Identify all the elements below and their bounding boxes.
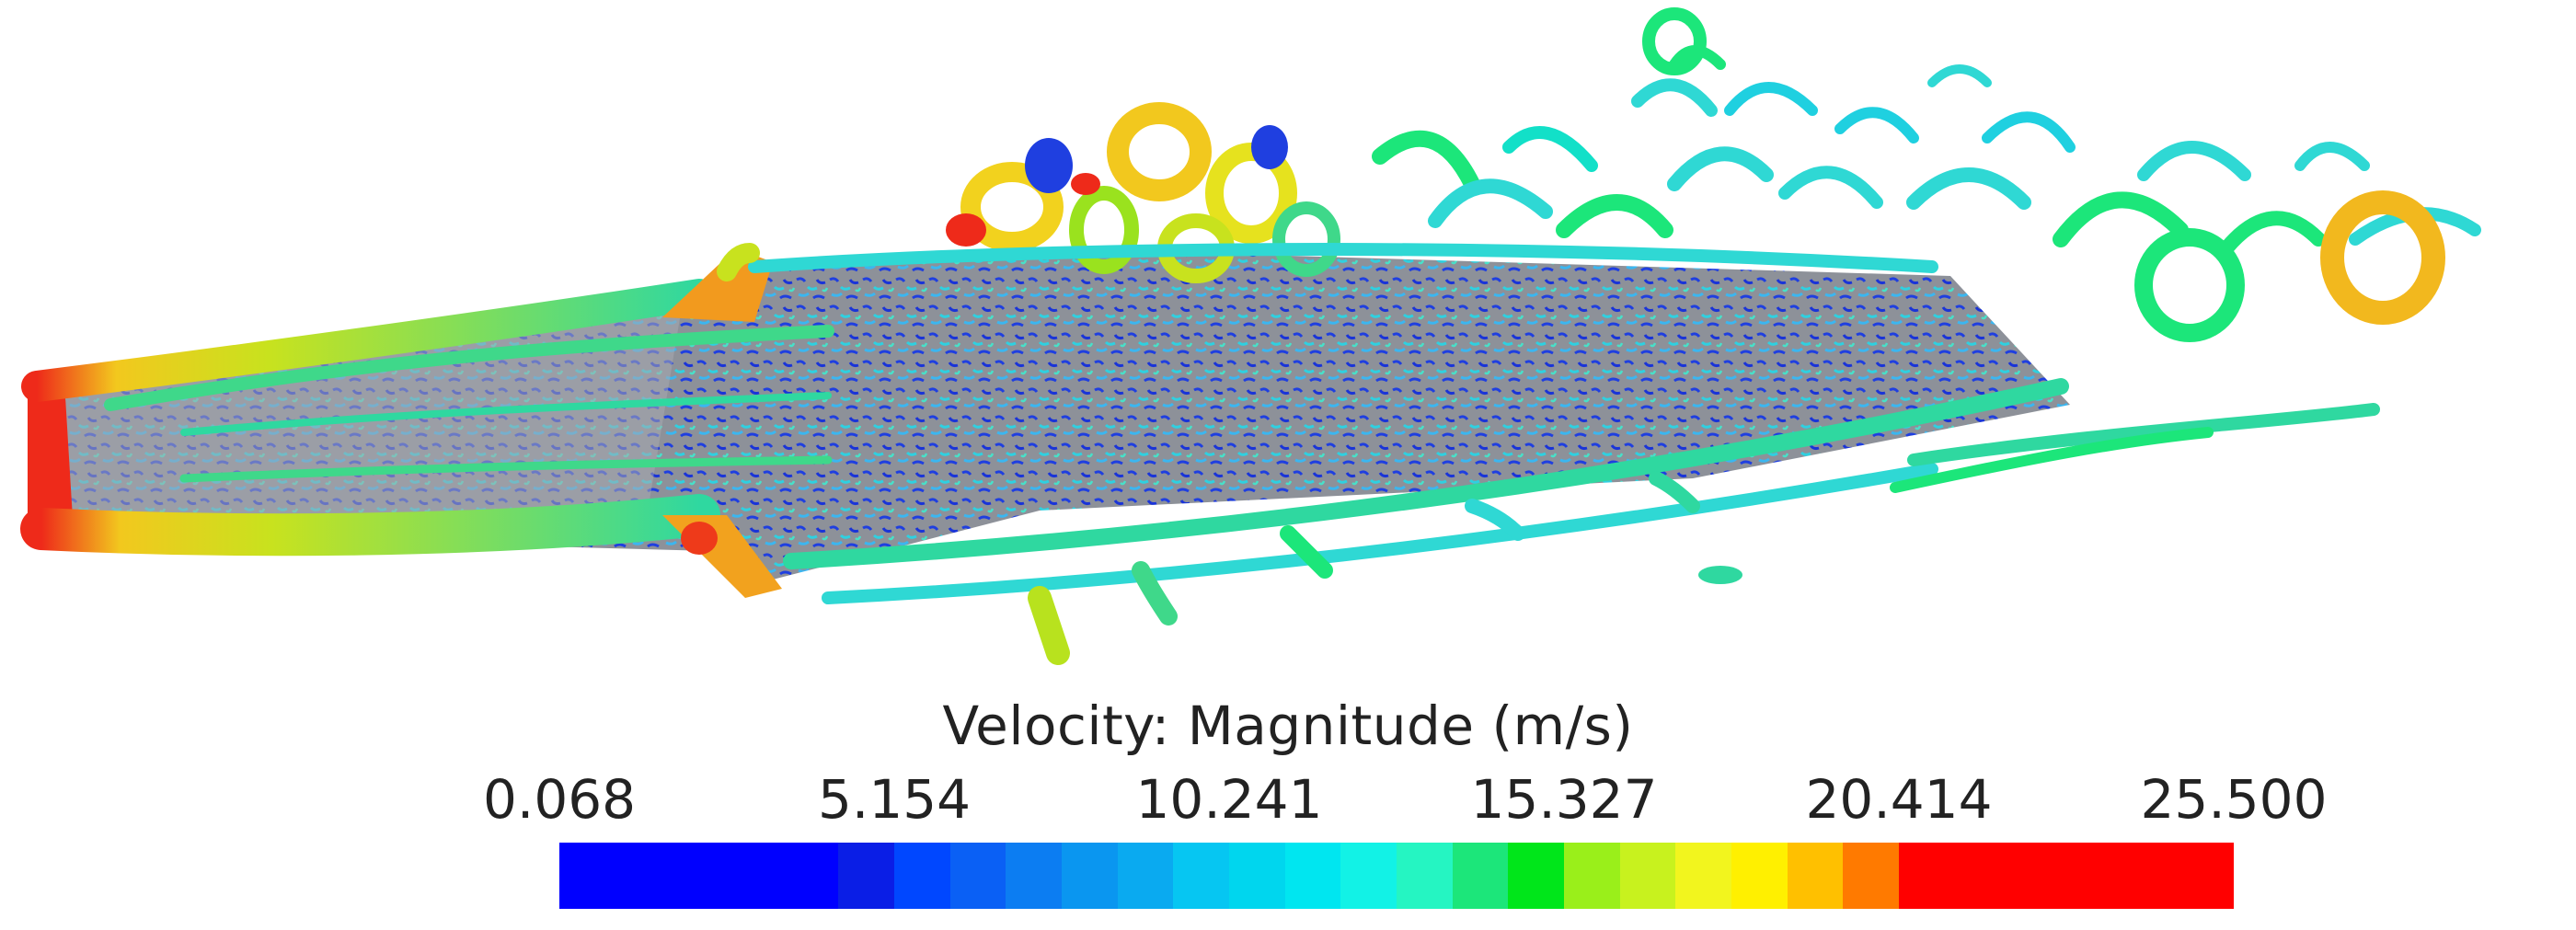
port-streak-1: [104, 325, 834, 411]
colorbar-segment: [949, 843, 1006, 909]
colorbar-segment: [2178, 843, 2235, 909]
colorbar-segment: [1452, 843, 1509, 909]
port-sponson: [662, 248, 773, 322]
colorbar-segment: [1564, 843, 1620, 909]
colorbar-segment: [838, 843, 895, 909]
colorbar-segment: [1284, 843, 1341, 909]
colorbar-tick: 0.068: [482, 768, 637, 831]
colorbar-segment: [2066, 843, 2122, 909]
colorbar: [559, 843, 2235, 909]
colorbar-segment: [2010, 843, 2067, 909]
colorbar-tick: 5.154: [817, 768, 972, 831]
colorbar-tick: 15.327: [1470, 768, 1658, 831]
colorbar-segment: [727, 843, 783, 909]
colorbar-segment: [782, 843, 839, 909]
colorbar-segment: [1619, 843, 1676, 909]
port-streak-3: [179, 455, 833, 483]
colorbar-segment: [1675, 843, 1732, 909]
colorbar-segment: [1117, 843, 1174, 909]
colorbar-segment: [1062, 843, 1118, 909]
bow-lower-vortex: [20, 494, 720, 557]
port-edge-vortex: [748, 243, 1938, 273]
sponson-hotspot: [681, 522, 718, 555]
colorbar-tick: 25.500: [2140, 768, 2328, 831]
wake-vortices: [1372, 45, 2481, 256]
wake-ring-2: [1642, 7, 1707, 75]
colorbar-segment: [1787, 843, 1844, 909]
stern-vortex-ring: [2320, 190, 2445, 325]
colorbar-segment: [1006, 843, 1063, 909]
starboard-vortices: [783, 378, 2380, 665]
colorbar-title: Velocity: Magnitude (m/s): [942, 695, 1634, 757]
bow-ramp-tube: [717, 243, 760, 281]
colorbar-segment: [1229, 843, 1285, 909]
colorbar-segment: [1173, 843, 1230, 909]
colorbar-segment: [1340, 843, 1397, 909]
colorbar-segment: [1899, 843, 1955, 909]
colorbar-segment: [1843, 843, 1900, 909]
flow-visualization: [20, 7, 2481, 665]
colorbar-segment: [671, 843, 728, 909]
colorbar-segment: [2122, 843, 2179, 909]
bow-edge: [28, 382, 74, 534]
colorbar-segment: [894, 843, 950, 909]
colorbar-segment: [1954, 843, 2011, 909]
colorbar-tick: 20.414: [1805, 768, 1993, 831]
colorbar-segment: [559, 843, 615, 909]
colorbar-segment: [1508, 843, 1565, 909]
bow-upper-vortex: [21, 279, 715, 402]
colorbar-segment: [615, 843, 672, 909]
colorbar-segment: [1397, 843, 1453, 909]
colorbar-segment: [1731, 843, 1788, 909]
small-blob: [1698, 566, 1742, 584]
colorbar-tick: 10.241: [1135, 768, 1323, 831]
port-streak-2: [180, 392, 832, 436]
wake-ring-1: [2134, 228, 2245, 342]
